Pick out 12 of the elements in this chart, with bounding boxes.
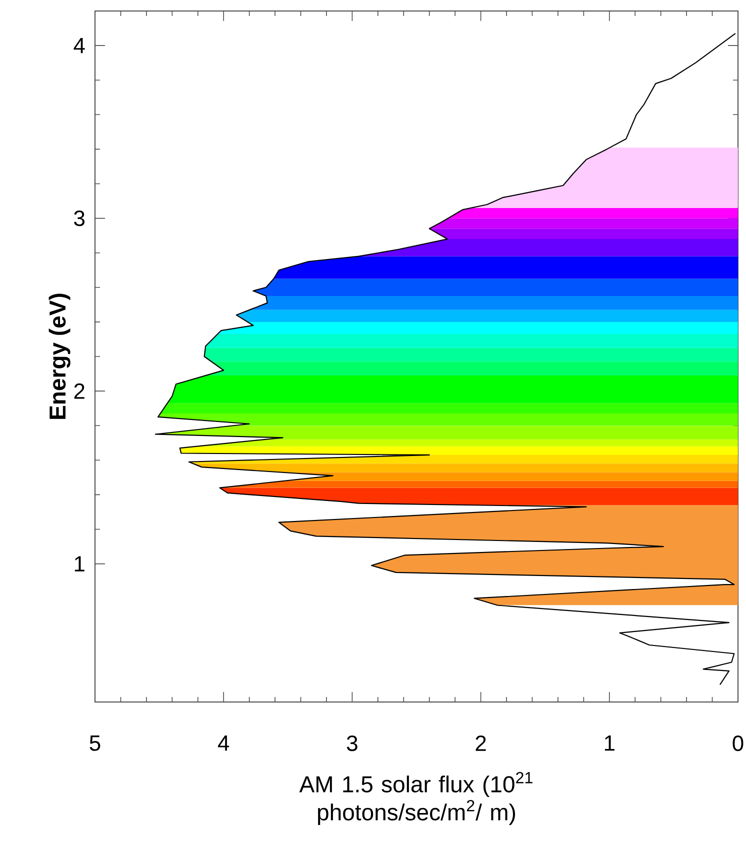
x-tick-label: 3 (346, 736, 358, 752)
x-tick-label: 0 (732, 736, 744, 752)
x-tick-label: 1 (604, 736, 614, 751)
y-tick-label: 3 (74, 210, 84, 226)
x-tick-label: 4 (218, 736, 230, 751)
text: AM 1.5 solar flux (10$^{21}$ photons/sec/m$^{2}$/ m) (299, 772, 532, 826)
y-tick-label: 2 (74, 383, 84, 399)
x-tick-label: 5 (90, 736, 100, 751)
y-tick-label: 4 (74, 38, 85, 54)
y-tick-label: 1 (74, 556, 84, 572)
x-tick-label: 2 (476, 736, 486, 751)
y-axis-title: Energy (eV) (48, 294, 70, 419)
